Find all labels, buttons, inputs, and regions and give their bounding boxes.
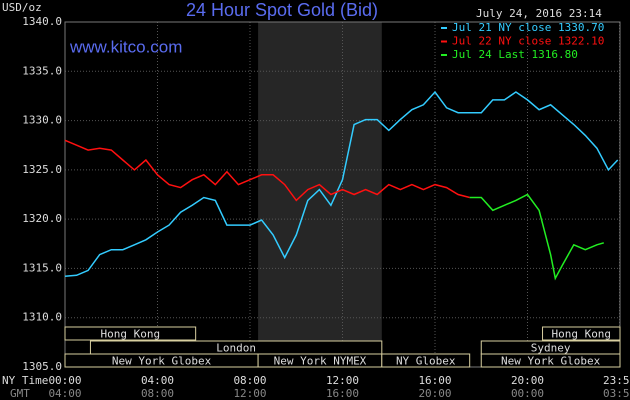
y-tick-label: 1305.0: [22, 360, 62, 373]
y-tick-label: 1310.0: [22, 311, 62, 324]
session-label: New York Globex: [112, 355, 212, 368]
x2-tick-label: 03:59: [603, 387, 630, 400]
x-tick-label: 00:00: [48, 374, 81, 387]
session-label: Hong Kong: [551, 328, 611, 341]
y-tick-label: 1335.0: [22, 64, 62, 77]
session-label: New York Globex: [501, 355, 601, 368]
y-tick-label: 1315.0: [22, 261, 62, 274]
session-label: London: [216, 342, 256, 355]
legend-label: Jul 22 NY close 1322.10: [452, 35, 604, 48]
x-tick-label: 04:00: [141, 374, 174, 387]
timestamp: July 24, 2016 23:14: [476, 7, 602, 20]
chart-title: 24 Hour Spot Gold (Bid): [186, 0, 378, 20]
x-tick-label: 23:59: [603, 374, 630, 387]
x2-tick-label: 00:00: [511, 387, 544, 400]
session-label: Sydney: [531, 342, 571, 355]
y-tick-label: 1330.0: [22, 114, 62, 127]
session-shade: [258, 22, 382, 367]
x2-tick-label: 04:00: [48, 387, 81, 400]
legend-label: Jul 24 Last 1316.80: [452, 48, 578, 61]
x-row-label: NY Time: [2, 374, 48, 387]
y-tick-label: 1340.0: [22, 15, 62, 28]
x2-tick-label: 16:00: [326, 387, 359, 400]
price-line: [469, 193, 605, 281]
watermark: www.kitco.com: [69, 37, 182, 56]
x2-tick-label: 20:00: [418, 387, 451, 400]
x-tick-label: 08:00: [233, 374, 266, 387]
x2-tick-label: 08:00: [141, 387, 174, 400]
x-tick-label: 12:00: [326, 374, 359, 387]
y-tick-label: 1325.0: [22, 163, 62, 176]
x-tick-label: 20:00: [511, 374, 544, 387]
x2-row-label: GMT: [10, 387, 30, 400]
x-tick-label: 16:00: [418, 374, 451, 387]
price-line: [64, 139, 470, 202]
legend-label: Jul 21 NY close 1330.70: [452, 21, 604, 34]
session-label: NY Globex: [396, 355, 456, 368]
y-tick-label: 1320.0: [22, 212, 62, 225]
y-unit: USD/oz: [2, 1, 42, 14]
session-box: [480, 353, 621, 368]
session-label: New York NYMEX: [274, 355, 367, 368]
x2-tick-label: 12:00: [233, 387, 266, 400]
session-box: [381, 353, 471, 368]
session-box: [542, 326, 621, 341]
session-box: [64, 326, 197, 341]
price-line: [64, 90, 619, 278]
session-label: Hong Kong: [101, 328, 161, 341]
